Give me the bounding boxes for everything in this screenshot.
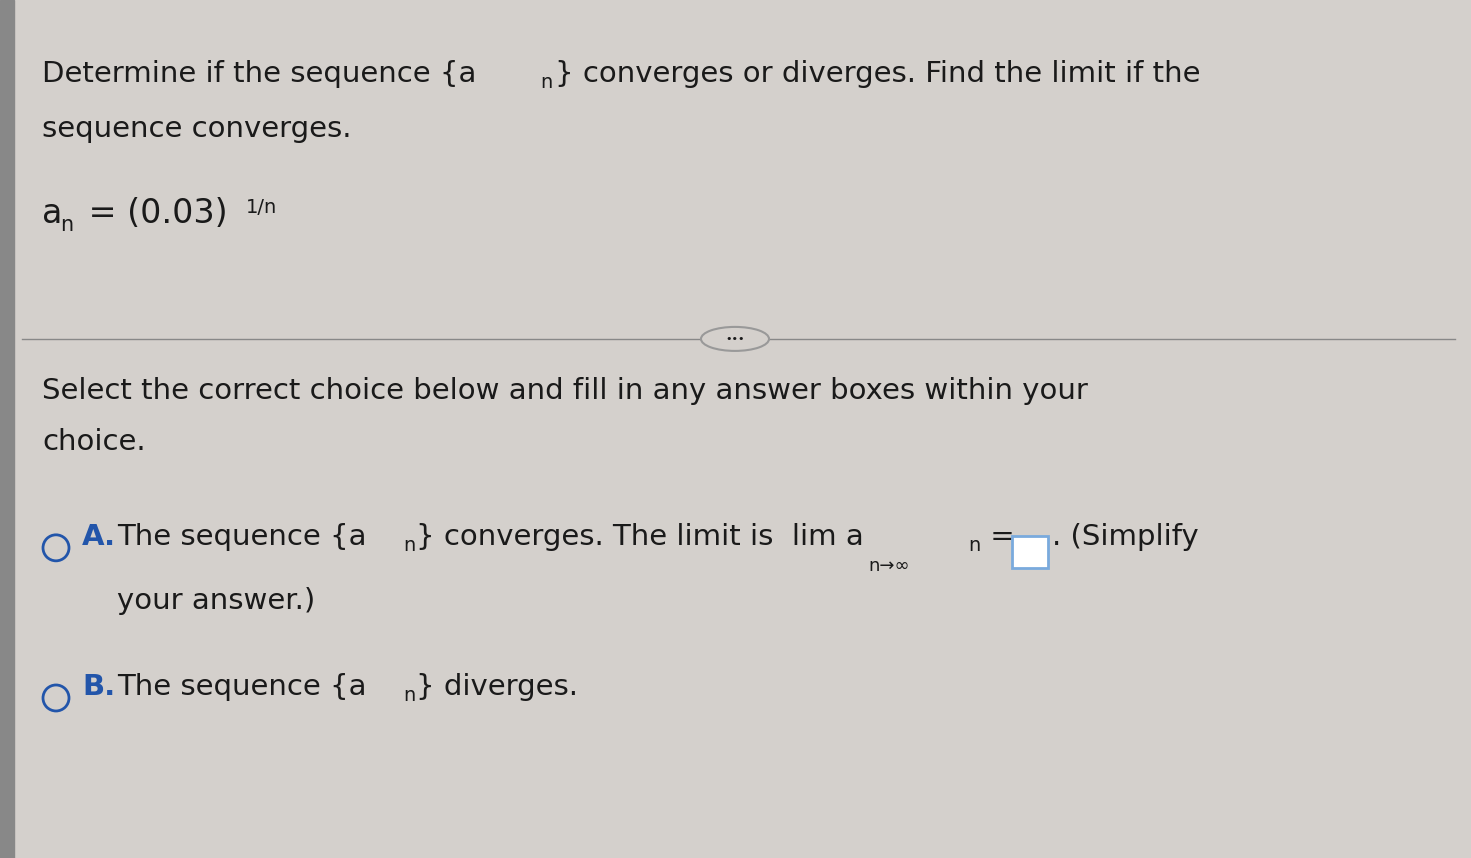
FancyBboxPatch shape <box>1012 536 1047 568</box>
Text: n: n <box>540 73 552 92</box>
Bar <box>0 0 15 858</box>
Text: The sequence {a: The sequence {a <box>118 673 366 701</box>
Text: sequence converges.: sequence converges. <box>43 115 352 143</box>
Text: n: n <box>403 686 415 705</box>
Ellipse shape <box>702 327 769 351</box>
Text: } converges. The limit is  lim a: } converges. The limit is lim a <box>416 523 863 551</box>
Text: =: = <box>981 523 1015 551</box>
Text: The sequence {a: The sequence {a <box>118 523 366 551</box>
Text: Determine if the sequence {a: Determine if the sequence {a <box>43 59 477 88</box>
Text: . (Simplify: . (Simplify <box>1052 523 1199 551</box>
Text: n: n <box>968 536 980 555</box>
Text: 1/n: 1/n <box>246 198 277 217</box>
Text: } converges or diverges. Find the limit if the: } converges or diverges. Find the limit … <box>555 59 1200 88</box>
Text: A.: A. <box>82 523 116 551</box>
Text: n: n <box>60 215 74 235</box>
Text: Select the correct choice below and fill in any answer boxes within your: Select the correct choice below and fill… <box>43 377 1089 405</box>
Text: choice.: choice. <box>43 428 146 456</box>
Text: your answer.): your answer.) <box>118 587 315 615</box>
Text: = (0.03): = (0.03) <box>78 197 228 230</box>
Text: a: a <box>43 197 62 230</box>
Text: } diverges.: } diverges. <box>416 673 578 701</box>
Text: B.: B. <box>82 673 115 701</box>
Text: •••: ••• <box>725 334 744 344</box>
Text: n→∞: n→∞ <box>868 557 909 575</box>
Text: n: n <box>403 536 415 555</box>
